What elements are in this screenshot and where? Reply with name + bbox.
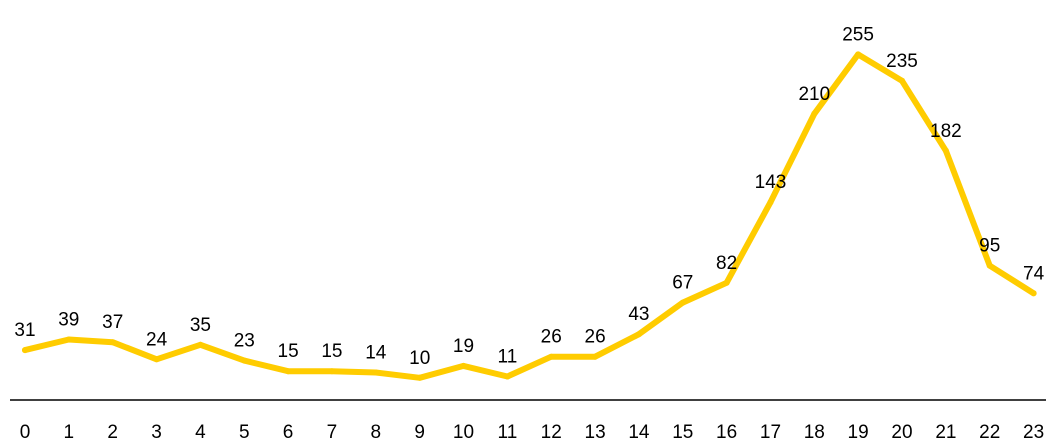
x-tick-label: 11	[498, 422, 518, 440]
series-line	[22, 51, 1037, 381]
x-tick-label: 0	[20, 422, 31, 440]
data-label: 14	[365, 343, 387, 364]
x-tick-label: 1	[64, 422, 75, 440]
x-tick-label: 12	[541, 422, 562, 440]
data-point	[986, 262, 993, 269]
data-label: 26	[541, 327, 562, 348]
data-point	[592, 353, 599, 360]
x-tick-label: 23	[1023, 422, 1044, 440]
data-label: 35	[190, 315, 211, 336]
data-point	[197, 341, 204, 348]
x-tick-label: 19	[848, 422, 869, 440]
data-point	[65, 336, 72, 343]
x-tick-label: 14	[628, 422, 650, 440]
data-point	[153, 356, 160, 363]
x-tick-label: 21	[935, 422, 956, 440]
data-label: 67	[672, 273, 693, 294]
data-label: 31	[14, 320, 35, 341]
data-point	[548, 353, 555, 360]
data-point	[22, 347, 28, 354]
data-label: 210	[798, 84, 830, 105]
data-label: 182	[930, 121, 962, 142]
x-tick-label: 17	[760, 422, 781, 440]
x-tick-label: 13	[585, 422, 606, 440]
data-point	[460, 362, 467, 369]
data-label: 15	[321, 341, 342, 362]
x-tick-label: 3	[151, 422, 162, 440]
x-tick-label: 6	[283, 422, 294, 440]
data-label: 74	[1023, 263, 1045, 284]
data-point	[504, 373, 511, 380]
x-tick-label: 8	[371, 422, 382, 440]
data-point	[416, 374, 423, 381]
data-label: 24	[146, 329, 168, 350]
data-point	[372, 369, 379, 376]
data-point	[285, 368, 292, 375]
x-tick-label: 20	[891, 422, 912, 440]
x-tick-label: 5	[239, 422, 250, 440]
data-labels: 31 39 37 24 35 23 15 15 14 10 19 11 26 26 43 67 82 143 210…	[14, 24, 1044, 368]
data-label: 255	[842, 24, 874, 45]
data-point	[241, 357, 248, 364]
x-tick-label: 18	[804, 422, 825, 440]
data-label: 26	[585, 327, 606, 348]
chart-marks	[22, 51, 1037, 381]
data-point	[635, 331, 642, 338]
data-point	[679, 299, 686, 306]
x-tick-label: 9	[414, 422, 425, 440]
data-point	[899, 77, 905, 84]
data-label: 82	[716, 253, 737, 274]
data-label: 39	[58, 310, 79, 331]
x-tick-label: 22	[979, 422, 1000, 440]
data-point	[1030, 290, 1037, 297]
data-point	[811, 110, 818, 117]
x-tick-label: 15	[672, 422, 693, 440]
data-label: 15	[278, 341, 299, 362]
data-label: 23	[234, 331, 255, 352]
data-label: 95	[979, 236, 1000, 257]
data-point	[328, 368, 335, 375]
x-tick-label: 16	[716, 422, 737, 440]
x-axis-ticks: 0 1 2 3 4 5 6 7 8 9 10 11 12 13 14 15 16 17 18 19 20 21 22 23	[20, 422, 1044, 440]
x-tick-label: 7	[327, 422, 338, 440]
data-label: 235	[886, 51, 918, 72]
data-label: 43	[628, 304, 649, 325]
x-tick-label: 4	[195, 422, 206, 440]
data-point	[109, 339, 116, 346]
data-point	[767, 199, 774, 206]
data-label: 19	[453, 336, 474, 357]
data-label: 143	[755, 172, 787, 193]
data-point	[855, 51, 862, 58]
data-label: 37	[102, 312, 123, 333]
x-tick-label: 2	[107, 422, 118, 440]
x-tick-label: 10	[453, 422, 474, 440]
data-point	[942, 147, 949, 154]
data-label: 11	[498, 347, 518, 368]
data-point	[723, 279, 730, 286]
data-label: 10	[409, 348, 430, 369]
